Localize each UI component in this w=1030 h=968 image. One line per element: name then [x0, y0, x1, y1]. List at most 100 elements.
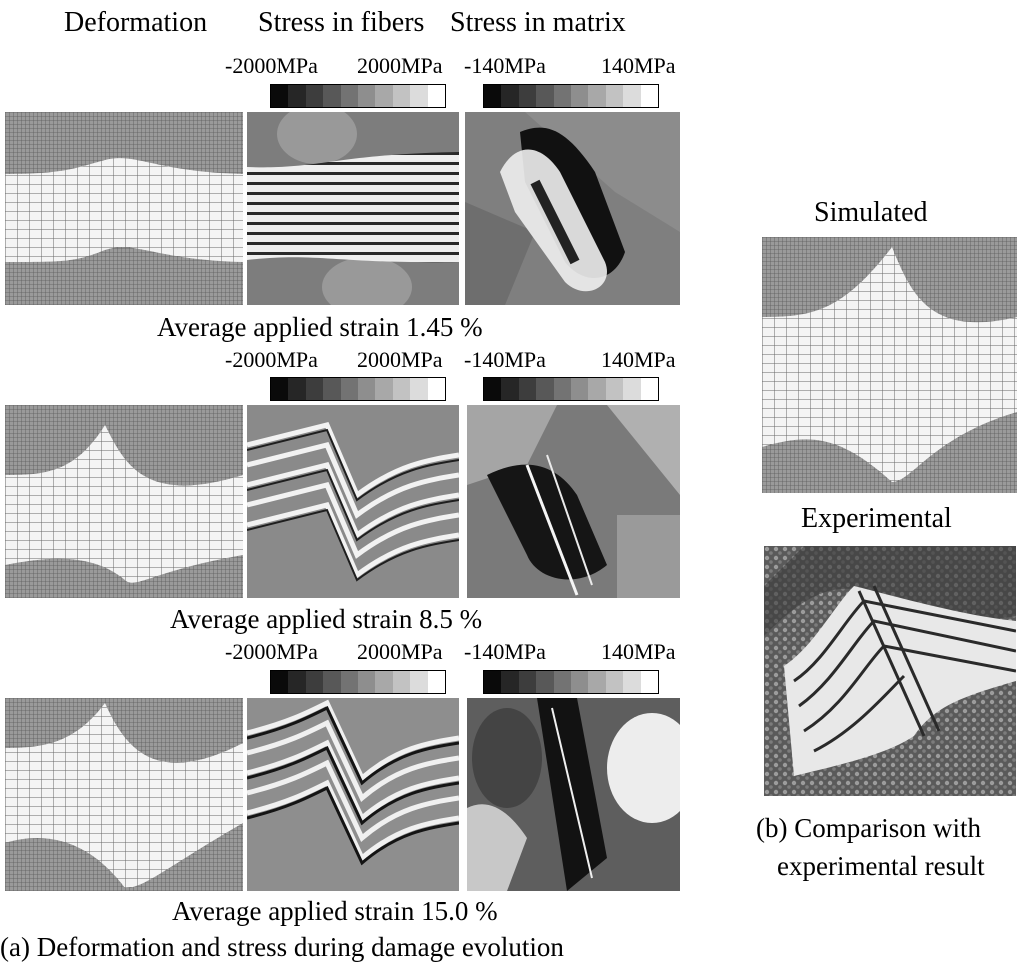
matrix-scale-min-label: -140MPa [464, 639, 546, 664]
colorbar-swatch [640, 378, 659, 400]
colorbar-swatch [588, 85, 606, 107]
colorbar-swatch [340, 85, 359, 107]
colorbar-swatch [392, 85, 411, 107]
caption-b-line1: (b) Comparison with [756, 813, 981, 843]
colorbar-swatch [484, 85, 502, 107]
colorbar-swatch [340, 671, 359, 693]
colorbar-swatch [484, 378, 502, 400]
colorbar-swatch [410, 671, 428, 693]
deformation-panel-2 [5, 405, 243, 598]
matrix-stress-panel-2 [467, 405, 680, 598]
colorbar-swatch [305, 378, 324, 400]
experimental-label: Experimental [801, 503, 952, 534]
colorbar-swatch [588, 378, 606, 400]
colorbar-swatch [553, 85, 572, 107]
matrix-scale-min-label: -140MPa [464, 53, 546, 78]
colorbar-swatch [271, 378, 289, 400]
matrix-stress-panel-3 [467, 698, 680, 891]
colorbar-swatch [305, 85, 324, 107]
colorbar-swatch [358, 85, 376, 107]
matrix-colorbar [483, 377, 659, 401]
fiber-scale-min-label: -2000MPa [225, 347, 318, 372]
colorbar-swatch [288, 85, 306, 107]
matrix-scale-max-label: 140MPa [601, 639, 676, 664]
matrix-colorbar [483, 84, 659, 108]
fiber-colorbar [270, 377, 446, 401]
colorbar-swatch [518, 85, 537, 107]
colorbar-swatch [340, 378, 359, 400]
colorbar-swatch [392, 378, 411, 400]
colorbar-swatch [288, 671, 306, 693]
header-deformation: Deformation [64, 7, 208, 38]
caption-b-line2: experimental result [777, 851, 985, 881]
colorbar-swatch [392, 671, 411, 693]
colorbar-swatch [323, 85, 341, 107]
colorbar-swatch [553, 671, 572, 693]
colorbar-swatch [640, 671, 659, 693]
colorbar-swatch [553, 378, 572, 400]
matrix-scale-min-label: -140MPa [464, 347, 546, 372]
colorbar-swatch [427, 671, 446, 693]
colorbar-swatch [605, 378, 624, 400]
header-stress-fibers: Stress in fibers [258, 7, 425, 38]
deformation-panel-3 [5, 698, 243, 891]
experimental-photo [764, 546, 1016, 796]
fiber-scale-max-label: 2000MPa [357, 53, 443, 78]
strain-label-2: Average applied strain 8.5 % [170, 604, 483, 634]
fiber-colorbar [270, 670, 446, 694]
matrix-scale-max-label: 140MPa [601, 347, 676, 372]
colorbar-swatch [623, 85, 641, 107]
colorbar-swatch [358, 378, 376, 400]
fiber-scale-min-label: -2000MPa [225, 639, 318, 664]
colorbar-swatch [518, 378, 537, 400]
fiber-stress-panel-3 [247, 698, 459, 891]
colorbar-swatch [536, 378, 554, 400]
fiber-colorbar [270, 84, 446, 108]
matrix-scale-max-label: 140MPa [601, 53, 676, 78]
caption-a: (a) Deformation and stress during damage… [0, 932, 564, 962]
colorbar-swatch [410, 378, 428, 400]
matrix-stress-panel-1 [465, 112, 680, 305]
fiber-stress-panel-2 [247, 405, 459, 598]
colorbar-swatch [323, 671, 341, 693]
colorbar-swatch [271, 85, 289, 107]
colorbar-swatch [427, 85, 446, 107]
colorbar-swatch [571, 85, 589, 107]
colorbar-swatch [375, 378, 393, 400]
colorbar-swatch [410, 85, 428, 107]
colorbar-swatch [375, 85, 393, 107]
fiber-scale-max-label: 2000MPa [357, 639, 443, 664]
colorbar-swatch [536, 85, 554, 107]
simulated-label: Simulated [814, 197, 928, 228]
colorbar-swatch [427, 378, 446, 400]
fiber-scale-max-label: 2000MPa [357, 347, 443, 372]
colorbar-swatch [305, 671, 324, 693]
fiber-scale-min-label: -2000MPa [225, 53, 318, 78]
colorbar-swatch [288, 378, 306, 400]
matrix-colorbar [483, 670, 659, 694]
header-stress-matrix: Stress in matrix [450, 7, 626, 38]
colorbar-swatch [323, 378, 341, 400]
fiber-stress-panel-1 [247, 112, 459, 305]
colorbar-swatch [605, 671, 624, 693]
strain-label-1: Average applied strain 1.45 % [157, 312, 483, 342]
colorbar-swatch [623, 378, 641, 400]
colorbar-swatch [623, 671, 641, 693]
colorbar-swatch [271, 671, 289, 693]
strain-label-3: Average applied strain 15.0 % [172, 896, 498, 926]
colorbar-swatch [501, 85, 519, 107]
deformation-panel-1 [5, 112, 243, 305]
colorbar-swatch [358, 671, 376, 693]
colorbar-swatch [484, 671, 502, 693]
colorbar-swatch [571, 671, 589, 693]
colorbar-swatch [571, 378, 589, 400]
colorbar-swatch [605, 85, 624, 107]
colorbar-swatch [588, 671, 606, 693]
colorbar-swatch [501, 671, 519, 693]
colorbar-swatch [640, 85, 659, 107]
colorbar-swatch [375, 671, 393, 693]
colorbar-swatch [518, 671, 537, 693]
colorbar-swatch [501, 378, 519, 400]
simulated-panel [762, 237, 1017, 493]
colorbar-swatch [536, 671, 554, 693]
